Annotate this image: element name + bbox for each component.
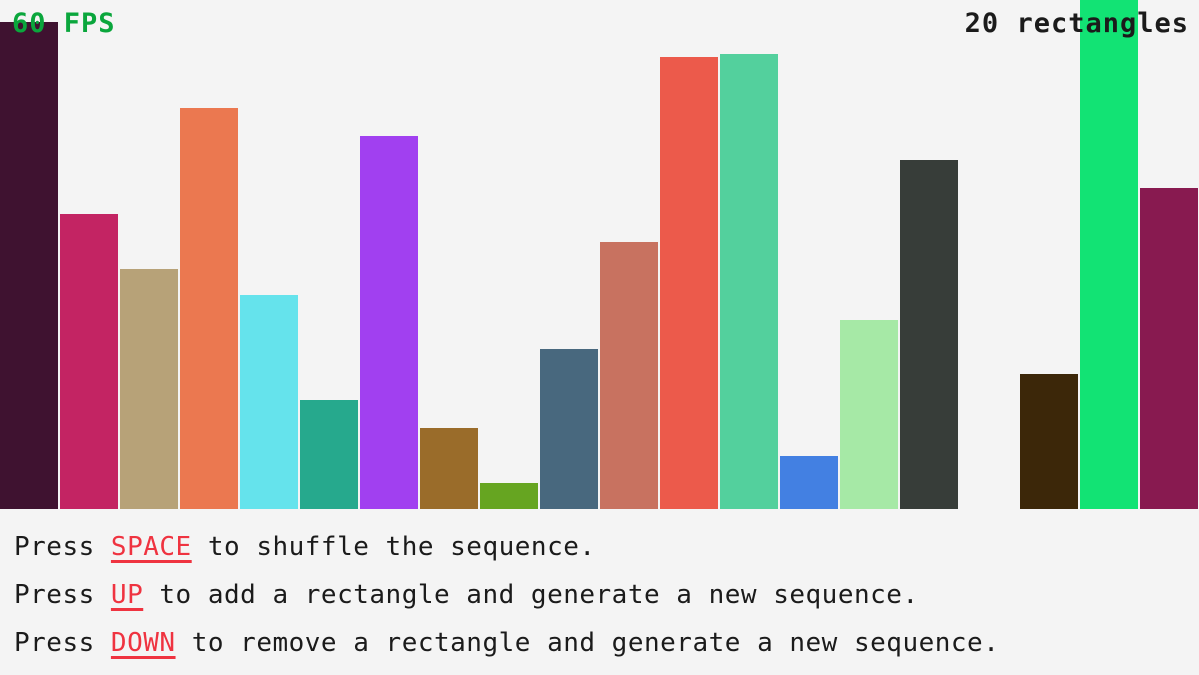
bar-rectangle — [60, 214, 118, 509]
instruction-line: Press DOWN to remove a rectangle and gen… — [14, 619, 1199, 667]
instruction-suffix: to shuffle the sequence. — [191, 532, 596, 562]
bar-rectangle — [180, 108, 238, 509]
instruction-line: Press SPACE to shuffle the sequence. — [14, 523, 1199, 571]
bar-rectangle — [420, 428, 478, 509]
bar-rectangle — [360, 136, 418, 509]
bar-rectangle — [720, 54, 778, 509]
bar-rectangle — [1020, 374, 1078, 509]
instructions-panel: Press SPACE to shuffle the sequence. Pres… — [0, 509, 1199, 675]
instruction-prefix: Press — [14, 532, 111, 562]
instruction-key-space[interactable]: SPACE — [110, 532, 192, 562]
instruction-prefix: Press — [14, 628, 111, 658]
bar-rectangle — [780, 456, 838, 509]
bar-rectangle — [1080, 0, 1138, 509]
bar-rectangle — [900, 160, 958, 509]
rectangle-count-label: 20 rectangles — [964, 8, 1189, 39]
instruction-prefix: Press — [14, 580, 111, 610]
instruction-key-down[interactable]: DOWN — [110, 628, 176, 658]
bar-rectangle — [540, 349, 598, 509]
instruction-line: Press UP to add a rectangle and generate… — [14, 571, 1199, 619]
bar-rectangle — [240, 295, 298, 509]
bar-rectangle — [840, 320, 898, 509]
bar-rectangle — [300, 400, 358, 509]
bar-rectangle — [660, 57, 718, 509]
instruction-key-up[interactable]: UP — [110, 580, 144, 610]
bar-rectangle — [0, 22, 58, 509]
bar-rectangle — [1140, 188, 1198, 509]
bar-chart-canvas[interactable] — [0, 0, 1199, 509]
instruction-suffix: to remove a rectangle and generate a new… — [175, 628, 1000, 658]
bar-rectangle — [600, 242, 658, 509]
bar-rectangle — [120, 269, 178, 509]
fps-counter: 60 FPS — [12, 8, 116, 39]
bar-rectangle — [480, 483, 538, 509]
instruction-suffix: to add a rectangle and generate a new se… — [143, 580, 919, 610]
